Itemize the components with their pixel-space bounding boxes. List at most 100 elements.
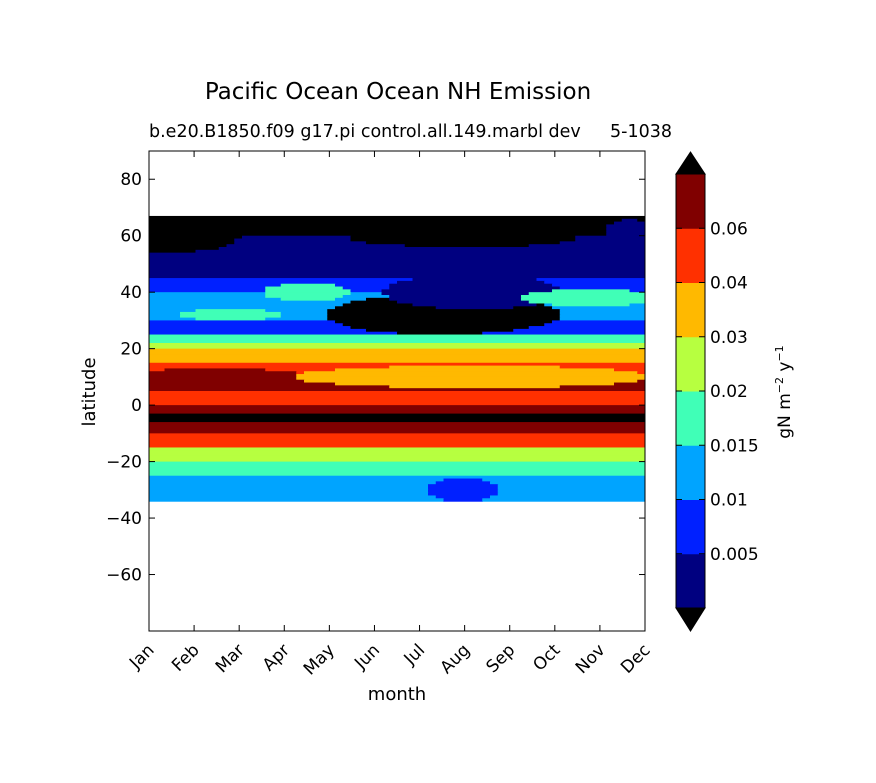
contour-cell: [513, 306, 553, 310]
contour-cell: [428, 492, 499, 497]
contour-cell: [350, 292, 383, 296]
contour-cell: [280, 297, 336, 302]
contour-cell: [428, 489, 499, 494]
contour-cell: [443, 498, 483, 502]
x-tick-label: Jul: [400, 640, 429, 669]
contour-cell: [552, 289, 631, 293]
contour-cell: [149, 399, 645, 403]
contour-cell: [195, 317, 266, 322]
y-tick-label: 60: [120, 227, 142, 247]
contour-cell: [149, 283, 282, 288]
contour-cell: [149, 441, 645, 446]
contour-cell: [559, 311, 645, 316]
contour-cell: [497, 484, 645, 488]
contour-cell: [149, 261, 645, 265]
colorbar-segment: [676, 499, 705, 555]
contour-cell: [544, 280, 645, 285]
contour-cell: [335, 320, 553, 324]
contour-cell: [149, 303, 344, 307]
contour-cell: [149, 238, 235, 242]
contour-cell: [149, 450, 645, 454]
y-tick-label: 20: [120, 340, 142, 360]
contour-cell: [296, 371, 305, 375]
contour-cell: [149, 439, 645, 443]
x-tick-label: Apr: [259, 640, 294, 675]
contour-cell: [428, 487, 499, 491]
contour-cell: [149, 492, 429, 497]
contour-cell: [234, 241, 367, 245]
contour-cell: [149, 306, 336, 310]
contour-cell: [490, 495, 645, 499]
contour-cell: [381, 292, 530, 296]
contour-cell: [559, 314, 645, 319]
contour-cell: [335, 306, 437, 310]
contour-cell: [350, 289, 383, 293]
contour-cell: [366, 241, 561, 245]
contour-cell: [342, 286, 390, 290]
contour-cell: [482, 331, 645, 336]
contour-cell: [149, 215, 645, 220]
contour-cell: [149, 413, 645, 418]
contour-cell: [149, 359, 645, 364]
colorbar-label-main: gN m: [775, 393, 795, 438]
contour-cell: [575, 235, 645, 240]
colorbar-label-mid: y: [775, 362, 795, 377]
contour-cell: [342, 323, 545, 327]
contour-cell: [149, 416, 645, 420]
contour-cell: [149, 317, 197, 322]
contour-cell: [149, 345, 645, 350]
contour-cell: [149, 430, 645, 434]
contour-cell: [304, 379, 638, 384]
contour-cell: [404, 244, 530, 248]
contour-cell: [149, 478, 445, 482]
contour-cell: [350, 300, 398, 305]
contour-cell: [242, 235, 352, 240]
contour-cell: [149, 309, 197, 313]
contour-cell: [482, 498, 645, 502]
colorbar-segment: [676, 336, 705, 392]
contour-cell: [280, 314, 328, 319]
contour-cell: [149, 436, 645, 440]
colorbar-tick-label: 0.02: [710, 382, 748, 402]
x-tick-label: Jan: [125, 640, 158, 673]
contour-cell: [366, 297, 390, 302]
contour-cell: [149, 447, 645, 451]
contour-cell: [149, 382, 336, 386]
colorbar: 0.005 0.01 0.015 0.02 0.03 0.04 0.06: [675, 151, 759, 632]
chart-subtitle-right: 5-1038: [610, 122, 672, 142]
contour-cell: [296, 374, 645, 378]
contour-cell: [350, 235, 576, 240]
contour-cell: [513, 328, 645, 333]
contour-cell: [149, 427, 645, 432]
contour-cell: [149, 334, 645, 338]
contour-cell: [335, 297, 367, 302]
contour-cell: [149, 311, 181, 316]
contour-cell: [637, 379, 645, 384]
colorbar-label: gN m−2 y−1: [773, 345, 795, 438]
contour-cell: [149, 489, 429, 494]
contour-cell: [559, 309, 645, 313]
x-tick-label: Oct: [529, 640, 564, 675]
contour-cell: [149, 263, 645, 268]
contour-cell: [435, 306, 514, 310]
contour-cell: [149, 280, 398, 285]
contour-cell: [621, 218, 638, 223]
x-tick-label: Aug: [437, 640, 475, 678]
contour-cell: [149, 357, 645, 361]
contour-cell: [149, 328, 367, 333]
contour-cell: [149, 444, 645, 449]
colorbar-segment: [676, 174, 705, 229]
contour-cell: [552, 306, 645, 310]
chart-subtitle-left: b.e20.B1850.f09 g17.pi control.all.149.m…: [149, 122, 581, 142]
contour-cell: [195, 309, 266, 313]
contour-cell: [637, 371, 645, 375]
y-axis: 80 60 40 20 0 −20 −40 −60: [106, 170, 645, 586]
colorbar-tick-label: 0.04: [710, 274, 748, 294]
contour-cell: [195, 249, 645, 254]
contour-cell: [521, 297, 645, 302]
contour-cell: [389, 295, 522, 299]
contour-cell: [335, 283, 390, 288]
contour-cell: [149, 453, 645, 457]
y-axis-label: latitude: [79, 357, 100, 426]
contour-cell: [149, 258, 645, 262]
